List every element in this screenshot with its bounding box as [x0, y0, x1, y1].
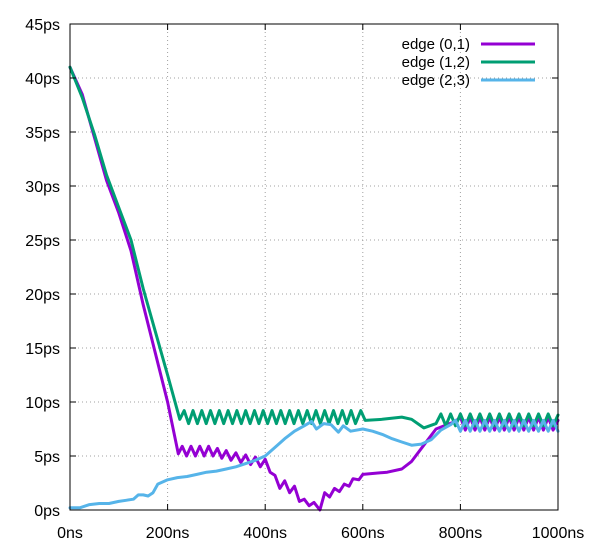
x-tick-label: 800ns — [439, 525, 483, 542]
y-tick-label: 25ps — [25, 233, 60, 250]
x-tick-label: 200ns — [146, 525, 190, 542]
x-tick-label: 400ns — [243, 525, 287, 542]
legend-label: edge (0,1) — [402, 36, 470, 53]
legend-label: edge (1,2) — [402, 54, 470, 71]
legend: edge (0,1)edge (1,2)edge (2,3) — [402, 36, 535, 89]
y-tick-label: 5ps — [34, 449, 60, 466]
y-tick-label: 10ps — [25, 395, 60, 412]
y-tick-label: 45ps — [25, 17, 60, 34]
y-tick-label: 40ps — [25, 71, 60, 88]
y-tick-label: 15ps — [25, 341, 60, 358]
y-tick-label: 20ps — [25, 287, 60, 304]
grid-layer — [70, 24, 558, 510]
x-tick-label: 600ns — [341, 525, 385, 542]
tick-layer: 0ps 5ps 10ps 15ps 20ps 25ps 30ps 35ps 40ps 45ps 0n… — [25, 17, 584, 542]
series-line-2 — [68, 65, 560, 430]
y-tick-label: 30ps — [25, 179, 60, 196]
x-tick-label: 1000ns — [532, 525, 585, 542]
plot-border — [69, 23, 559, 511]
y-tick-label: 35ps — [25, 125, 60, 142]
series-layer — [68, 65, 560, 512]
legend-label: edge (2,3) — [402, 72, 470, 89]
y-tick-label: 0ps — [34, 503, 60, 520]
series-line-3 — [68, 418, 560, 510]
x-tick-label: 0ns — [57, 525, 83, 542]
